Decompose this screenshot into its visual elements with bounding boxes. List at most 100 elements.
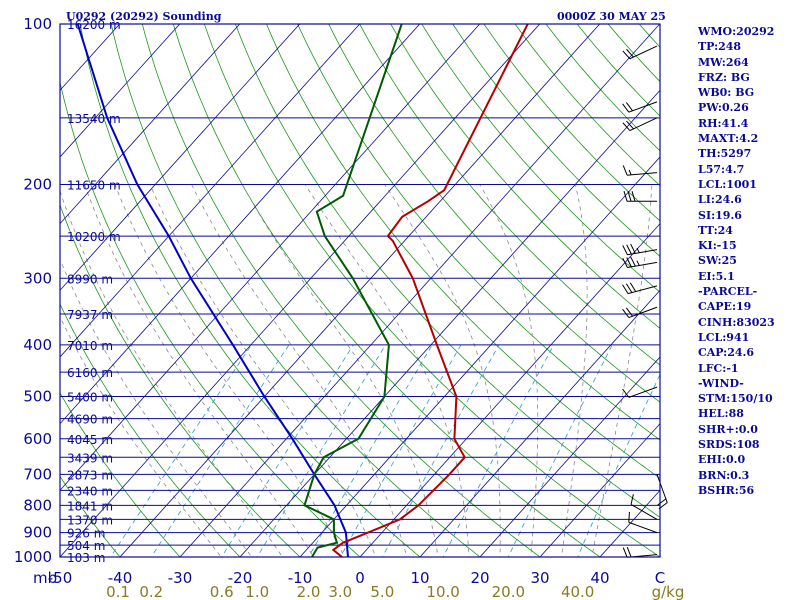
barb-flag xyxy=(626,48,634,58)
temperature-tick-label: 10 xyxy=(410,569,429,587)
temperature-line xyxy=(331,24,529,557)
dry-adiabat xyxy=(359,24,660,366)
mixing-ratio-line xyxy=(339,344,462,557)
height-label: 11650 m xyxy=(67,178,121,192)
barb-flag xyxy=(622,165,628,176)
barb-staff xyxy=(628,101,658,113)
index-item: MAXT:4.2 xyxy=(698,132,759,146)
pressure-tick-label: 400 xyxy=(23,336,52,354)
dry-adiabat xyxy=(390,24,660,329)
isotherm xyxy=(0,12,10,568)
barb-half-flag xyxy=(628,169,632,176)
barb-flag xyxy=(657,498,667,506)
moist-adiabat xyxy=(241,184,439,557)
barb-staff xyxy=(628,306,658,319)
wind-barb xyxy=(622,165,658,176)
barb-flag xyxy=(630,494,634,505)
mixing-ratio-label: 3.0 xyxy=(328,583,352,600)
dry-adiabat xyxy=(60,80,361,557)
barb-staff xyxy=(628,386,658,398)
barb-staff xyxy=(627,249,658,256)
moist-adiabat xyxy=(60,190,283,557)
barb-flag xyxy=(630,243,636,254)
barb-staff xyxy=(628,521,658,534)
pressure-tick-label: 600 xyxy=(23,430,52,448)
parcel-line xyxy=(76,24,349,557)
pressure-tick-label: 100 xyxy=(23,15,52,33)
index-item: L57:4.7 xyxy=(698,162,745,176)
height-label: 103 m xyxy=(67,551,105,565)
wind-barb xyxy=(622,306,658,319)
mixing-ratio-line xyxy=(308,344,433,557)
barb-flag xyxy=(631,191,636,202)
height-label: 4045 m xyxy=(67,433,113,447)
moist-adiabat xyxy=(84,184,314,557)
height-label: 10200 m xyxy=(67,230,121,244)
dry-adiabat xyxy=(452,24,660,257)
pressure-tick-label: 500 xyxy=(23,388,52,406)
temperature-tick-label: C xyxy=(655,569,665,587)
mixing-ratio-line xyxy=(221,344,354,557)
mixing-ratio-label: 0.2 xyxy=(139,583,163,600)
dry-adiabat xyxy=(297,24,660,441)
index-item: TH:5297 xyxy=(698,147,752,161)
isotherm xyxy=(60,24,361,358)
isotherm xyxy=(479,356,660,557)
dry-adiabat xyxy=(60,303,241,557)
wind-barb xyxy=(622,45,658,60)
moist-adiabat xyxy=(479,184,539,557)
dry-adiabat xyxy=(234,24,660,518)
temperature-tick-label: -50 xyxy=(48,569,73,587)
barb-flag xyxy=(629,282,637,292)
wind-barb xyxy=(622,101,658,113)
pressure-tick-label: 300 xyxy=(23,269,52,287)
barb-flag xyxy=(627,191,632,202)
mixing-ratio-label: 10.0 xyxy=(426,583,459,600)
height-label: 926 m xyxy=(67,527,105,541)
index-item: LFC:-1 xyxy=(698,361,739,375)
index-item: FRZ: BG xyxy=(698,70,750,84)
height-label: 1370 m xyxy=(67,513,113,527)
wind-barb xyxy=(622,256,658,269)
barb-flag xyxy=(622,122,631,131)
barb-staff xyxy=(630,503,658,520)
barb-flag xyxy=(628,511,630,523)
barb-flag xyxy=(623,191,628,202)
index-item: SHR+:0.0 xyxy=(698,422,758,436)
dry-adiabat xyxy=(328,24,660,403)
mixing-ratio-line xyxy=(577,373,660,557)
pressure-tick-label: 900 xyxy=(23,524,52,542)
isotherm xyxy=(60,24,541,557)
temperature-tick-label: -20 xyxy=(228,569,253,587)
mixing-ratio-label: 0.1 xyxy=(106,583,130,600)
isotherm xyxy=(179,24,660,557)
dry-adiabat xyxy=(266,24,660,479)
grid-layer xyxy=(0,12,660,568)
isotherm xyxy=(60,24,481,491)
index-item: CAPE:19 xyxy=(698,300,752,314)
barb-flag xyxy=(622,308,630,318)
wind-barbs-layer xyxy=(622,45,668,558)
isotherm xyxy=(539,423,660,557)
barb-flag xyxy=(622,388,630,398)
index-item: SW:25 xyxy=(698,254,737,268)
wind-barb xyxy=(630,494,658,520)
barb-flag xyxy=(626,257,632,268)
index-item: BSHR:56 xyxy=(698,483,755,497)
height-label: 6160 m xyxy=(67,366,113,380)
pressure-tick-label: 1000 xyxy=(14,548,52,566)
wind-barb xyxy=(622,282,658,295)
isotherm xyxy=(60,24,241,225)
index-item: -PARCEL- xyxy=(698,285,758,299)
barb-staff xyxy=(656,474,668,503)
station-title: U0292 (20292) Sounding xyxy=(66,10,222,23)
barb-flag xyxy=(622,50,631,60)
index-item: CINH:83023 xyxy=(698,315,775,329)
barb-flag xyxy=(626,244,632,255)
plot-frame xyxy=(59,23,661,558)
height-label: 16200 m xyxy=(67,18,121,32)
index-item: SRDS:108 xyxy=(698,438,760,452)
barb-staff xyxy=(629,45,658,60)
temperature-tick-label: 40 xyxy=(590,569,609,587)
temperature-tick-label: -40 xyxy=(108,569,133,587)
